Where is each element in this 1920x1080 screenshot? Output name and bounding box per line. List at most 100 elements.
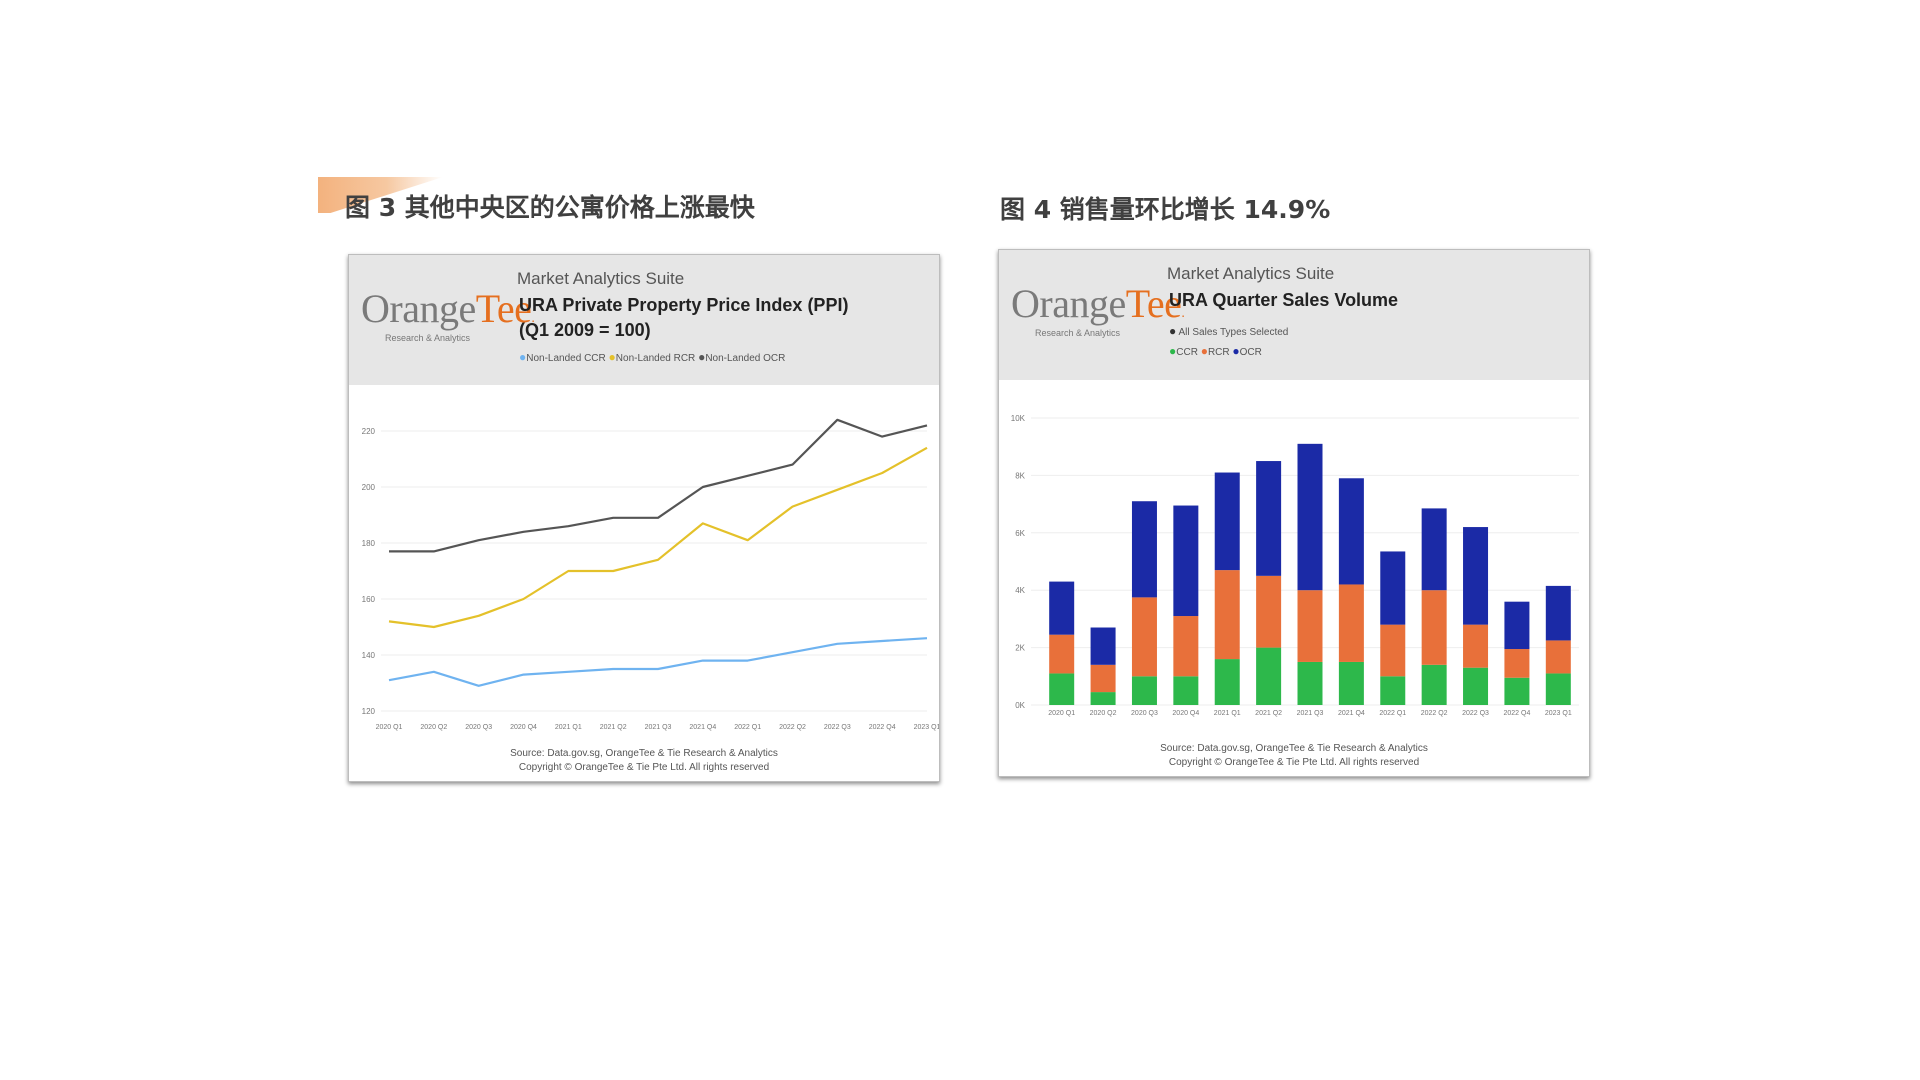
ppi-chart-panel: Market Analytics Suite OrangeTee. Resear… [348,254,940,782]
bar-segment-ocr [1256,461,1282,576]
y-tick-label: 4K [1015,586,1025,595]
brand-tagline: Research & Analytics [385,333,471,343]
figure-3-title: 图 3 其他中央区的公寓价格上涨最快 [345,193,755,222]
y-tick-label: 6K [1015,529,1025,538]
legend-ocr: ●OCR [1232,344,1262,358]
bar-segment-ccr [1256,647,1282,705]
bar-segment-rcr [1214,570,1240,660]
x-tick-label: 2022 Q4 [869,724,896,731]
y-tick-label: 220 [362,427,376,436]
y-tick-label: 160 [362,595,376,604]
bar-segment-ocr [1049,581,1075,635]
legend-ccr: ●CCR [1169,344,1198,358]
bar-segment-ccr [1214,659,1240,705]
bar-segment-rcr [1090,664,1116,693]
legend-ocr: ●Non-Landed OCR [698,350,786,364]
bar-segment-rcr [1256,575,1282,648]
brand-tagline: Research & Analytics [1035,328,1121,338]
bar-segment-ocr [1173,505,1199,617]
x-tick-label: 2022 Q4 [1503,710,1530,717]
x-tick-label: 2021 Q3 [1297,710,1324,717]
x-tick-label: 2020 Q3 [1131,710,1158,717]
bar-segment-ccr [1380,676,1406,705]
bar-segment-rcr [1504,649,1530,678]
chart-legend: ●CCR ●RCR ●OCR [1169,344,1262,358]
bar-segment-ocr [1214,472,1240,571]
bar-segment-rcr [1297,590,1323,662]
bar-segment-ocr [1545,585,1571,641]
series-line-non-landed-rcr [388,446,928,629]
y-tick-label: 10K [1011,414,1026,423]
x-tick-label: 2020 Q1 [376,724,403,731]
y-tick-label: 200 [362,483,376,492]
y-tick-label: 8K [1015,471,1025,480]
bar-segment-ccr [1504,677,1530,705]
bar-segment-ocr [1504,601,1530,650]
x-tick-label: 2021 Q4 [1338,710,1365,717]
bar-segment-ocr [1421,508,1447,591]
orangetee-logo: OrangeTee. [1011,281,1185,326]
legend-ccr: ●Non-Landed CCR [519,350,606,364]
bar-segment-ccr [1421,664,1447,705]
bar-segment-ccr [1131,676,1157,705]
x-tick-label: 2023 Q1 [1545,710,1572,717]
source-note: Source: Data.gov.sg, OrangeTee & Tie Res… [999,742,1589,770]
y-tick-label: 0K [1015,701,1025,710]
y-tick-label: 2K [1015,644,1025,653]
x-tick-label: 2021 Q3 [645,724,672,731]
bar-segment-ccr [1297,661,1323,705]
bar-segment-ocr [1463,527,1489,625]
bar-segment-ocr [1090,627,1116,665]
bar-segment-ccr [1463,667,1489,705]
bar-segment-ccr [1338,661,1364,705]
x-tick-label: 2021 Q1 [1214,710,1241,717]
x-tick-label: 2021 Q2 [1255,710,1282,717]
chart-title: URA Quarter Sales Volume [1169,290,1399,310]
bar-segment-rcr [1380,624,1406,677]
bar-segment-rcr [1338,584,1364,662]
sales-volume-panel: Market Analytics Suite OrangeTee. Resear… [998,249,1590,777]
chart-legend: ●Non-Landed CCR ●Non-Landed RCR ●Non-Lan… [519,350,785,364]
sales-type-filter: ● All Sales Types Selected [1169,324,1289,338]
bar-segment-rcr [1049,634,1075,674]
bar-segment-rcr [1131,597,1157,677]
x-tick-label: 2023 Q1 [914,724,939,731]
x-tick-label: 2022 Q2 [1421,710,1448,717]
x-tick-label: 2020 Q2 [1090,710,1117,717]
bar-segment-ocr [1297,443,1323,591]
bar-segment-rcr [1421,590,1447,665]
chart-header: Market Analytics Suite OrangeTee. Resear… [349,255,939,385]
bar-segment-ocr [1338,478,1364,585]
x-tick-label: 2022 Q2 [779,724,806,731]
suite-label: Market Analytics Suite [517,269,685,288]
x-tick-label: 2020 Q1 [1048,710,1075,717]
bar-segment-ccr [1545,673,1571,705]
x-tick-label: 2021 Q4 [689,724,716,731]
series-line-non-landed-ccr [388,637,928,687]
suite-label: Market Analytics Suite [1167,264,1335,283]
x-tick-label: 2020 Q4 [510,724,537,731]
x-tick-label: 2022 Q1 [1379,710,1406,717]
bar-segment-rcr [1463,624,1489,668]
y-tick-label: 120 [362,707,376,716]
figure-4-title: 图 4 销售量环比增长 14.9% [1000,195,1331,224]
copyright-line: Copyright © OrangeTee & Tie Pte Ltd. All… [1168,757,1420,768]
bar-segment-rcr [1545,640,1571,674]
chart-title-line1: URA Private Property Price Index (PPI) [519,295,849,315]
x-tick-label: 2020 Q2 [420,724,447,731]
chart-header: Market Analytics Suite OrangeTee. Resear… [999,250,1589,380]
x-tick-label: 2022 Q1 [734,724,761,731]
legend-rcr: ●Non-Landed RCR [608,350,696,364]
source-line-1: Source: Data.gov.sg, OrangeTee & Tie Res… [510,748,778,759]
bar-segment-ccr [1049,673,1075,705]
bar-segment-ocr [1380,551,1406,625]
bar-segment-ccr [1173,676,1199,705]
source-note: Source: Data.gov.sg, OrangeTee & Tie Res… [349,747,939,775]
copyright-line: Copyright © OrangeTee & Tie Pte Ltd. All… [518,762,770,773]
legend-rcr: ●RCR [1200,344,1230,358]
orangetee-logo: OrangeTee. [361,286,535,331]
x-tick-label: 2021 Q1 [555,724,582,731]
y-tick-label: 180 [362,539,376,548]
bar-segment-ccr [1090,692,1116,705]
x-tick-label: 2021 Q2 [600,724,627,731]
